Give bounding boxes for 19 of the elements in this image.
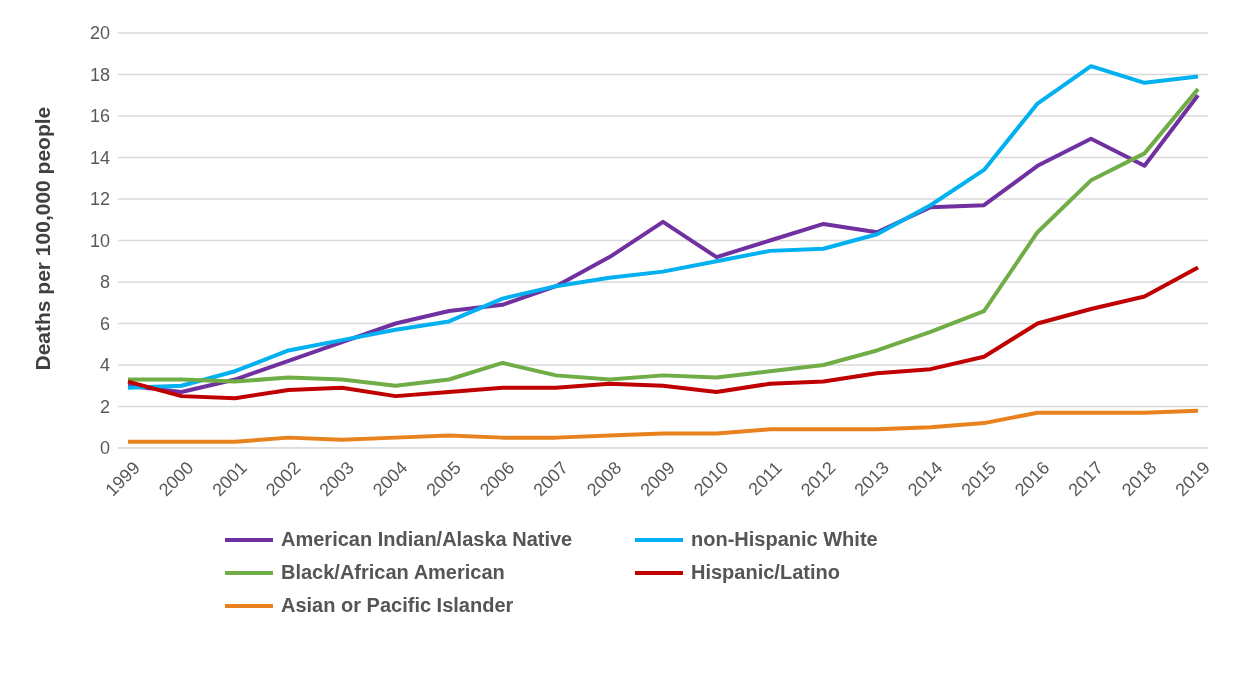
y-tick-label: 10 [89,230,110,251]
y-tick-label: 18 [89,64,110,85]
y-tick-label: 12 [89,189,110,210]
y-tick-label: 0 [99,438,110,459]
y-tick-label: 2 [99,396,110,417]
y-tick-label: 8 [99,272,110,293]
legend-label: American Indian/Alaska Native [281,528,573,551]
y-tick-label: 6 [99,313,110,334]
line-series [126,408,1200,444]
legend-label: Hispanic/Latino [691,561,840,584]
y-tick-label: 14 [89,147,110,168]
y-tick-label: 20 [89,23,110,44]
legend-label: non-Hispanic White [691,528,878,551]
legend-label: Asian or Pacific Islander [281,594,514,617]
y-tick-label: 16 [89,106,110,127]
line-series [126,265,1200,401]
y-tick-label: 4 [99,355,110,376]
legend-label: Black/African American [281,561,505,584]
y-axis-title: Deaths per 100,000 people [31,106,55,371]
